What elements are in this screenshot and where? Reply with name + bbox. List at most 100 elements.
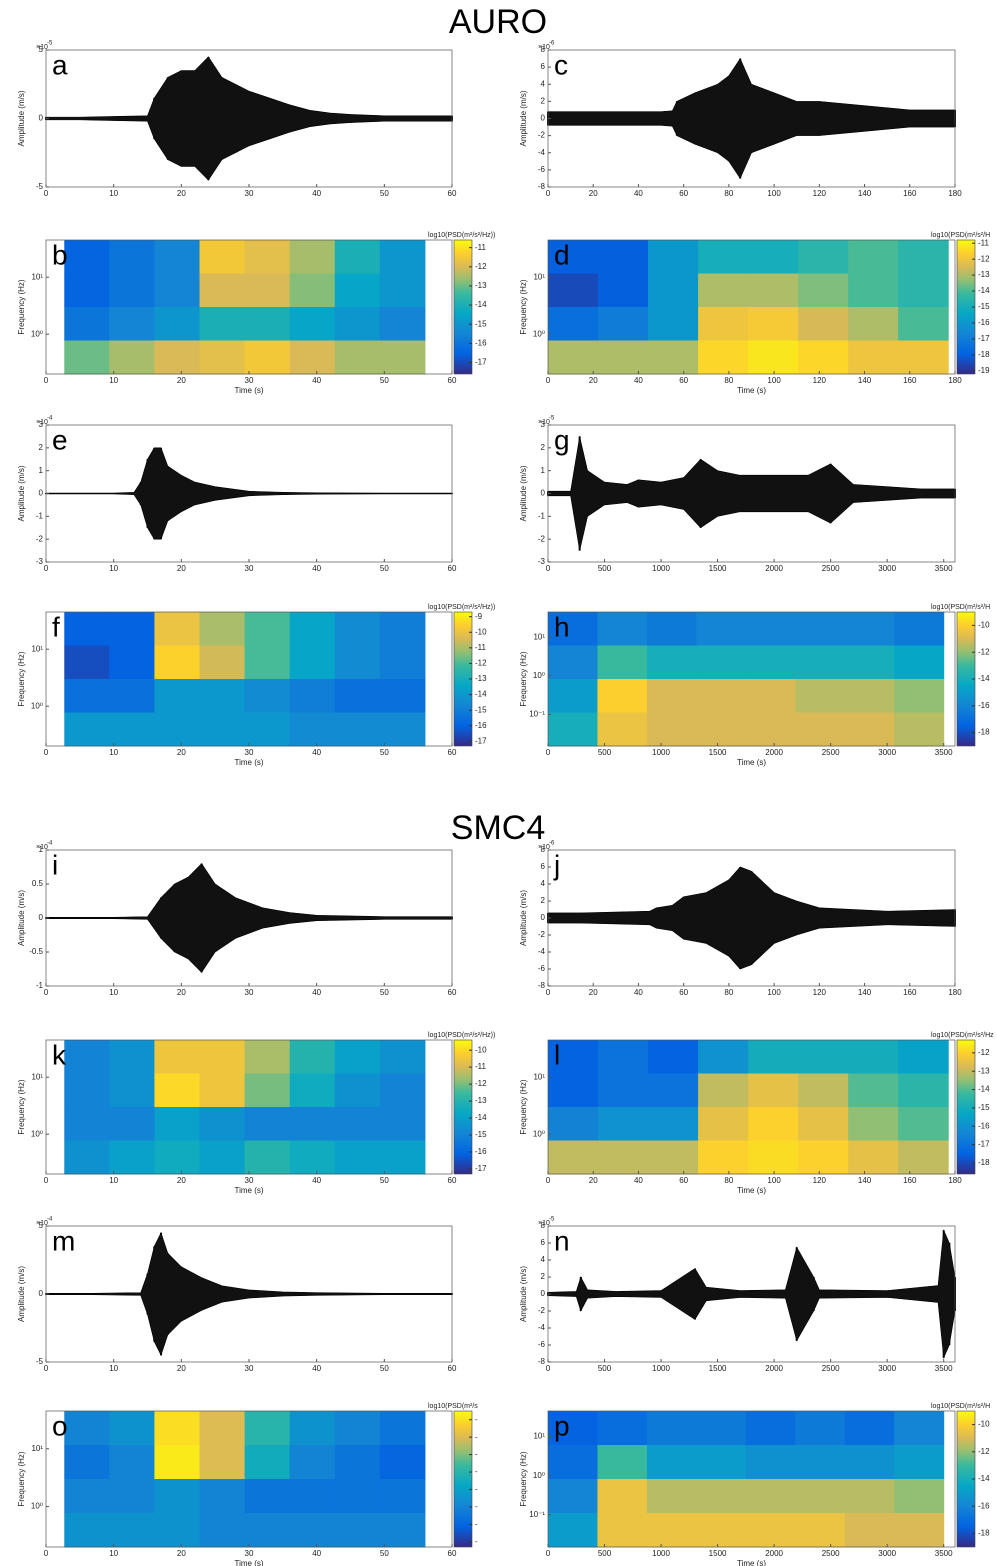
psd-cell (64, 1411, 110, 1446)
y-tick-label: -6 (538, 1340, 546, 1349)
psd-cell (848, 340, 899, 375)
x-tick-label: 100 (767, 189, 781, 198)
psd-cell (598, 1140, 649, 1175)
x-tick-label: 2000 (765, 1364, 783, 1373)
panel-letter: a (52, 49, 68, 80)
colorbar-tick-label: -14 (978, 1085, 990, 1094)
x-tick-label: 1500 (709, 1549, 727, 1558)
psd-cell (334, 1479, 381, 1514)
y-tick-label: 10⁻¹ (529, 709, 545, 718)
x-tick-label: 40 (634, 1176, 643, 1185)
y-tick-label: 8 (541, 45, 546, 54)
x-tick-label: 40 (312, 988, 321, 997)
colorbar-tick-label: -18 (978, 350, 990, 359)
x-tick-label: 1500 (709, 1364, 727, 1373)
y-scale-base: ×10 (538, 44, 550, 51)
psd-cell (648, 307, 699, 341)
x-tick-label: 140 (858, 376, 872, 385)
colorbar-tick-label: -14 (475, 300, 487, 309)
psd-cell (698, 1140, 749, 1175)
x-axis-label: Time (s) (234, 758, 263, 767)
x-tick-label: 10 (109, 1176, 118, 1185)
y-axis-label: Amplitude (m/s) (17, 465, 26, 521)
psd-cell (848, 1140, 899, 1175)
x-tick-label: 2500 (822, 1364, 840, 1373)
x-tick-label: 20 (177, 564, 186, 573)
colorbar-tick-label: -17 (475, 358, 487, 367)
x-tick-label: 0 (44, 1364, 49, 1373)
colorbar-tick-label: -14 (978, 674, 990, 683)
colorbar-tick-label: - (475, 1415, 478, 1424)
y-scale-exponent: -4 (47, 841, 53, 847)
psd-cell (379, 612, 426, 646)
psd-cell (548, 240, 599, 274)
psd-cell (379, 340, 426, 375)
x-tick-label: 40 (634, 189, 643, 198)
psd-cell (597, 679, 648, 713)
x-axis-label: Time (s) (737, 1186, 766, 1195)
x-tick-label: 0 (546, 1176, 551, 1185)
x-tick-label: 120 (813, 988, 827, 997)
psd-cell (898, 273, 949, 308)
x-tick-label: 0 (44, 1549, 49, 1558)
psd-cell (64, 1513, 110, 1548)
y-tick-label: -3 (36, 557, 44, 566)
psd-cell (548, 340, 599, 375)
psd-cell (334, 240, 381, 274)
psd-cell (64, 1107, 110, 1141)
y-tick-label: 0 (541, 114, 546, 123)
x-tick-label: 30 (245, 376, 254, 385)
psd-cell (646, 645, 697, 680)
psd-cell (798, 340, 849, 375)
x-tick-label: 10 (109, 1364, 118, 1373)
psd-cell (848, 1107, 899, 1141)
psd-cell (289, 273, 336, 308)
psd-cell (795, 679, 846, 713)
psd-cell (598, 340, 649, 375)
x-tick-label: 2000 (765, 1549, 783, 1558)
y-axis-label: Frequency (Hz) (519, 651, 528, 706)
x-tick-label: 60 (679, 189, 688, 198)
colorbar-label: log10(PSD(m²/s²/Hz)) (428, 232, 495, 239)
x-tick-label: 140 (858, 1176, 872, 1185)
psd-cell (289, 1445, 336, 1480)
y-tick-label: -2 (538, 534, 546, 543)
psd-cell (109, 645, 155, 680)
colorbar-tick-label: -12 (475, 659, 487, 668)
x-tick-label: 1500 (709, 564, 727, 573)
psd-cell (748, 1140, 799, 1175)
x-tick-label: 50 (380, 748, 389, 757)
x-tick-label: 1000 (652, 1549, 670, 1558)
y-tick-label: -4 (538, 1323, 546, 1332)
psd-cell (109, 1479, 155, 1514)
y-tick-label: 10⁰ (31, 701, 43, 710)
psd-cell (289, 1513, 336, 1548)
x-tick-label: 500 (598, 1364, 612, 1373)
colorbar-tick-label: - (475, 1450, 478, 1459)
y-axis-label: Amplitude (m/s) (519, 90, 528, 146)
psd-cell (597, 1513, 648, 1548)
psd-cell (844, 679, 895, 713)
y-tick-label: 4 (541, 1255, 546, 1264)
x-tick-label: 500 (598, 1549, 612, 1558)
psd-cell (334, 340, 381, 375)
x-tick-label: 0 (546, 564, 551, 573)
y-tick-label: 10¹ (31, 272, 43, 281)
y-tick-label: 1 (39, 845, 44, 854)
x-tick-label: 20 (177, 189, 186, 198)
colorbar-tick-label: -16 (978, 318, 990, 327)
psd-cell (894, 679, 945, 713)
psd-cell (289, 679, 336, 713)
x-tick-label: 180 (948, 376, 962, 385)
psd-cell (548, 1073, 599, 1108)
y-tick-label: 10¹ (533, 632, 545, 641)
x-tick-label: 100 (767, 1176, 781, 1185)
y-tick-label: 4 (541, 79, 546, 88)
psd-cell (848, 1040, 899, 1074)
colorbar-tick-label: -11 (475, 1062, 487, 1071)
x-tick-label: 40 (312, 376, 321, 385)
y-scale-base: ×10 (538, 419, 550, 426)
psd-cell (109, 240, 155, 274)
x-tick-label: 40 (312, 189, 321, 198)
x-tick-label: 10 (109, 988, 118, 997)
